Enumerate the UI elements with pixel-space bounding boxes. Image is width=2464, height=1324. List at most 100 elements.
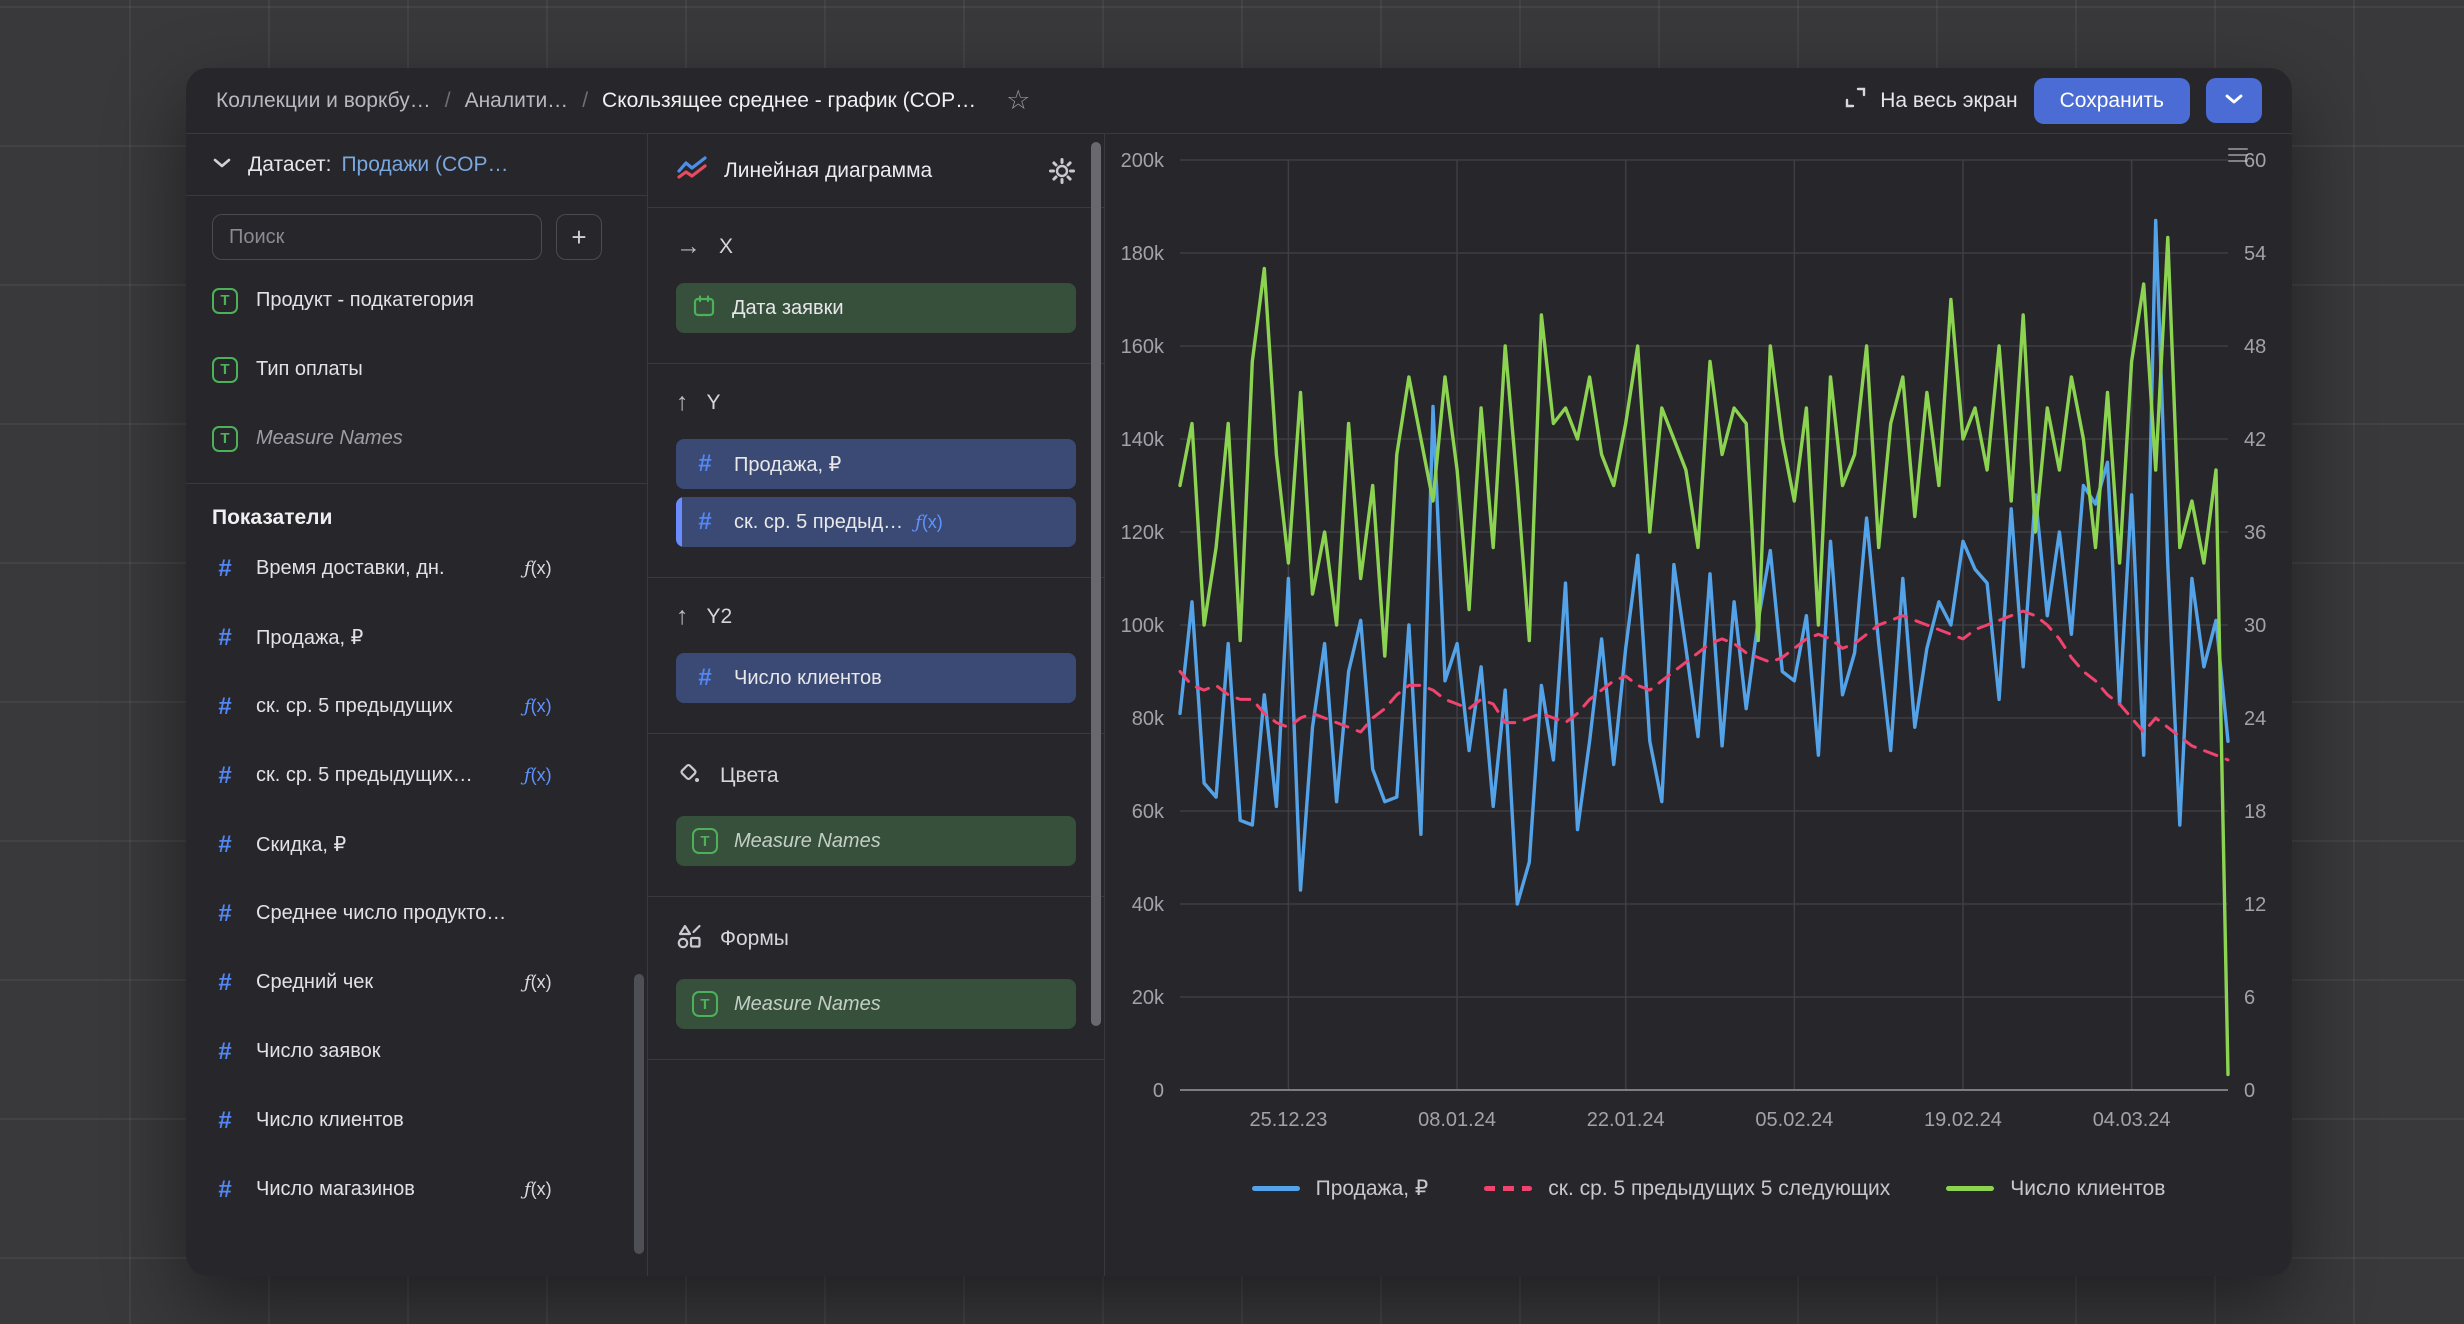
favorite-star-icon[interactable]: ☆ xyxy=(1006,87,1030,114)
svg-text:25.12.23: 25.12.23 xyxy=(1249,1109,1327,1131)
chart-menu-icon[interactable] xyxy=(2228,148,2248,162)
dataset-row[interactable]: Датасет: Продажи (COP… xyxy=(186,134,647,196)
field-label: Среднее число продукто… xyxy=(256,902,506,925)
field-label: ск. ср. 5 предыдущих xyxy=(256,695,453,718)
chart-type-title[interactable]: Линейная диаграмма xyxy=(724,159,932,183)
formula-icon: ƒ(x) xyxy=(524,972,552,993)
svg-text:0: 0 xyxy=(2244,1080,2255,1102)
field-pill-sales[interactable]: # Продажа, ₽ xyxy=(676,439,1076,489)
measure-field-row[interactable]: # Число клиентов xyxy=(186,1086,647,1155)
number-field-icon: # xyxy=(692,450,718,478)
legend-label: Продажа, ₽ xyxy=(1316,1176,1429,1201)
svg-text:54: 54 xyxy=(2244,243,2266,265)
number-field-icon: # xyxy=(212,969,238,997)
gear-icon[interactable] xyxy=(1048,157,1076,185)
section-shapes: Формы T Measure Names xyxy=(648,897,1104,1060)
chart-legend: Продажа, ₽ ск. ср. 5 предыдущих 5 следующ… xyxy=(1165,1176,2252,1201)
legend-swatch xyxy=(1252,1186,1300,1191)
add-field-button[interactable]: + xyxy=(556,214,602,260)
measure-field-row[interactable]: # Средний чек ƒ(x) xyxy=(186,948,647,1017)
field-pill-date[interactable]: Дата заявки xyxy=(676,283,1076,333)
dimensions-list: TПродукт - подкатегорияTТип оплатыTMeasu… xyxy=(186,266,647,473)
field-pill-label: Продажа, ₽ xyxy=(734,452,841,477)
field-pill-shapes[interactable]: T Measure Names xyxy=(676,979,1076,1029)
dimension-field-row[interactable]: T Measure Names xyxy=(186,404,647,473)
save-dropdown-button[interactable] xyxy=(2206,78,2262,123)
section-colors-label: Цвета xyxy=(720,764,779,788)
field-label: Средний чек xyxy=(256,971,373,994)
measure-field-row[interactable]: #Время доставки, дн.ƒ(x) xyxy=(186,534,647,603)
field-label: Measure Names xyxy=(256,427,403,450)
breadcrumb-collections[interactable]: Коллекции и воркбу… xyxy=(216,89,431,113)
expand-icon xyxy=(1843,85,1868,116)
measure-field-row[interactable]: #Число магазиновƒ(x) xyxy=(186,1155,647,1224)
svg-text:60k: 60k xyxy=(1132,801,1165,823)
field-label: Число магазинов xyxy=(256,1178,415,1201)
field-pill-label: Measure Names xyxy=(734,830,881,853)
field-pill-colors[interactable]: T Measure Names xyxy=(676,816,1076,866)
paint-bucket-icon xyxy=(676,760,702,792)
save-button[interactable]: Сохранить xyxy=(2034,78,2190,124)
legend-item[interactable]: Число клиентов xyxy=(1946,1176,2165,1201)
text-field-icon: T xyxy=(212,288,238,314)
svg-text:6: 6 xyxy=(2244,987,2255,1009)
field-label: ск. ср. 5 предыдущих… xyxy=(256,764,473,787)
panel-scrollbar[interactable] xyxy=(1091,142,1101,1026)
svg-text:200k: 200k xyxy=(1121,150,1165,172)
dimension-field-row[interactable]: TПродукт - подкатегория xyxy=(186,266,647,335)
fullscreen-button[interactable]: На весь экран xyxy=(1843,85,2017,116)
svg-text:80k: 80k xyxy=(1132,708,1165,730)
chart-plot[interactable]: 200k60180k54160k48140k42120k36100k3080k2… xyxy=(1105,134,2292,1276)
number-field-icon: # xyxy=(692,508,718,536)
field-pill-label: Дата заявки xyxy=(732,297,844,320)
dimension-field-row[interactable]: TТип оплаты xyxy=(186,335,647,404)
line-chart-icon xyxy=(676,153,708,188)
legend-swatch xyxy=(1484,1186,1532,1191)
section-y-label: Y xyxy=(707,391,721,415)
number-field-icon: # xyxy=(212,1038,238,1066)
text-field-icon: T xyxy=(212,426,238,452)
svg-text:20k: 20k xyxy=(1132,987,1165,1009)
search-input[interactable] xyxy=(212,214,542,260)
measure-field-row[interactable]: #ск. ср. 5 предыдущих…ƒ(x) xyxy=(186,741,647,810)
svg-text:30: 30 xyxy=(2244,615,2266,637)
legend-item[interactable]: ск. ср. 5 предыдущих 5 следующих xyxy=(1484,1176,1890,1201)
text-field-icon: T xyxy=(212,357,238,383)
collapse-chevron-icon[interactable] xyxy=(212,156,232,174)
selection-accent-bar xyxy=(676,497,682,547)
number-field-icon: # xyxy=(212,1176,238,1204)
svg-text:22.01.24: 22.01.24 xyxy=(1587,1109,1665,1131)
svg-text:140k: 140k xyxy=(1121,429,1165,451)
number-field-icon: # xyxy=(212,762,238,790)
section-x: → X Дата заявки xyxy=(648,208,1104,364)
measure-field-row[interactable]: #Продажа, ₽ xyxy=(186,603,647,672)
number-field-icon: # xyxy=(212,900,238,928)
measure-field-row[interactable]: #ск. ср. 5 предыдущихƒ(x) xyxy=(186,672,647,741)
field-pill-clients[interactable]: # Число клиентов xyxy=(676,653,1076,703)
measures-title: Показатели xyxy=(186,484,647,534)
arrow-up-icon: ↑ xyxy=(676,390,689,415)
number-field-icon: # xyxy=(212,1107,238,1135)
number-field-icon: # xyxy=(692,664,718,692)
section-shapes-label: Формы xyxy=(720,927,789,951)
legend-label: Число клиентов xyxy=(2010,1177,2165,1201)
sidebar-scrollbar[interactable] xyxy=(634,974,644,1254)
svg-text:120k: 120k xyxy=(1121,522,1165,544)
measure-field-row[interactable]: # Среднее число продукто… xyxy=(186,879,647,948)
formula-icon: ƒ(x) xyxy=(524,558,552,579)
text-field-icon: T xyxy=(692,828,718,854)
svg-text:48: 48 xyxy=(2244,336,2266,358)
svg-text:160k: 160k xyxy=(1121,336,1165,358)
field-pill-moving-avg[interactable]: # ск. ср. 5 предыд… ƒ(x) xyxy=(676,497,1076,547)
breadcrumb-analytics[interactable]: Аналити… xyxy=(465,89,569,113)
legend-item[interactable]: Продажа, ₽ xyxy=(1252,1176,1429,1201)
measure-field-row[interactable]: #Число заявок xyxy=(186,1017,647,1086)
field-label: Число клиентов xyxy=(256,1109,404,1132)
number-field-icon: # xyxy=(212,693,238,721)
measure-field-row[interactable]: #Скидка, ₽ xyxy=(186,810,647,879)
dataset-name-link[interactable]: Продажи (COP… xyxy=(341,153,508,177)
legend-swatch xyxy=(1946,1186,1994,1191)
shapes-icon xyxy=(676,923,702,955)
breadcrumb-current: Скользящее среднее - график (COP… xyxy=(602,89,976,113)
svg-text:180k: 180k xyxy=(1121,243,1165,265)
